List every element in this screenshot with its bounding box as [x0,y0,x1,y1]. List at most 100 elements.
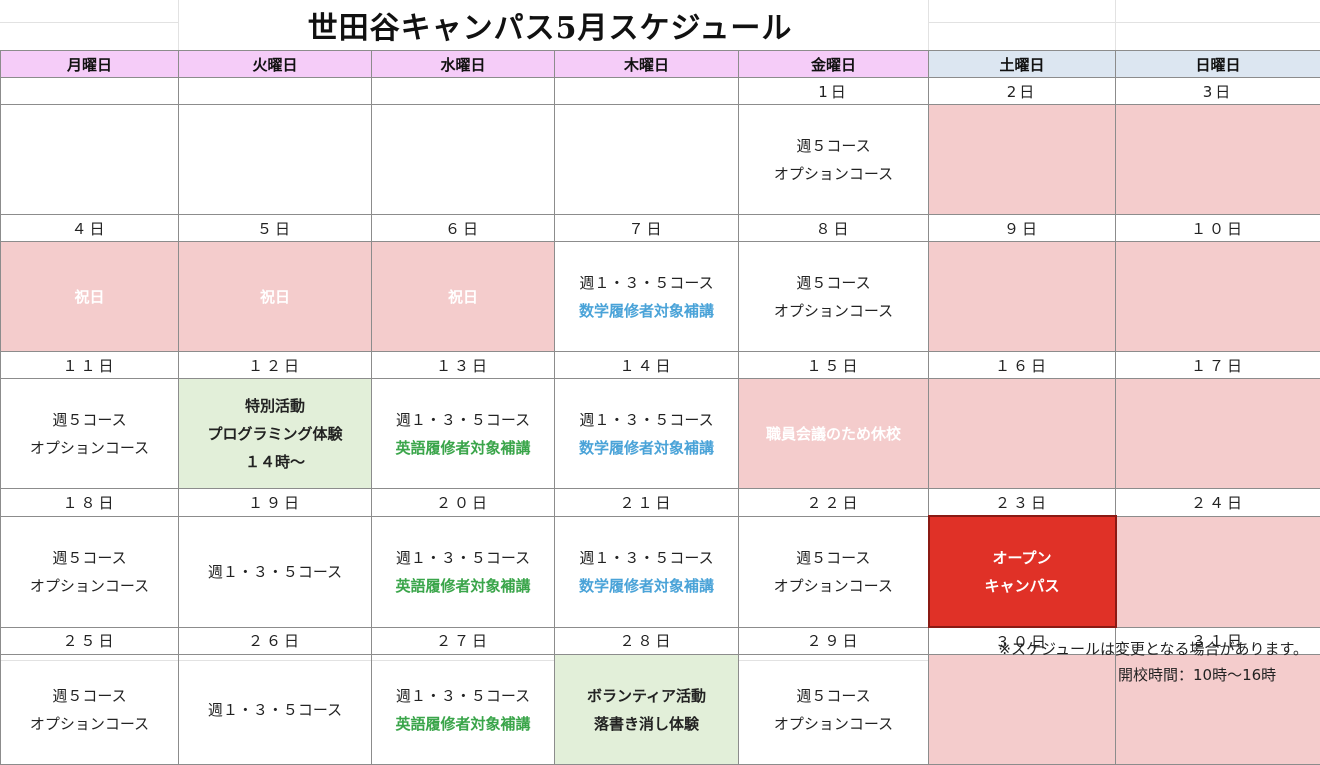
schedule-entry: 週１・３・５コース [179,558,371,586]
schedule-cell[interactable]: 週５コースオプションコース [739,516,929,627]
schedule-entry: 祝日 [179,283,371,311]
date-cell[interactable]: １０日 [1116,215,1320,242]
date-cell[interactable]: １３日 [372,352,555,379]
date-cell[interactable]: １８日 [1,489,179,517]
schedule-cell[interactable]: 職員会議のため休校 [739,379,929,489]
weekday-header: 土曜日 [929,51,1116,78]
schedule-cell[interactable] [929,655,1116,765]
schedule-row: 週５コースオプションコース [1,105,1320,215]
date-cell[interactable]: 3日 [1116,78,1320,105]
schedule-cell[interactable] [929,242,1116,352]
schedule-cell[interactable]: 週５コースオプションコース [739,655,929,765]
schedule-row: 週５コースオプションコース週１・３・５コース週１・３・５コース英語履修者対象補講… [1,516,1320,627]
schedule-entry: 週１・３・５コース [372,406,554,434]
schedule-cell[interactable]: 週１・３・５コース [179,655,372,765]
schedule-entry: 週１・３・５コース [179,696,371,724]
schedule-entry: 週１・３・５コース [555,406,738,434]
schedule-cell[interactable] [1116,242,1320,352]
date-cell[interactable]: ７日 [555,215,739,242]
schedule-cell[interactable] [555,105,739,215]
date-cell[interactable]: ２５日 [1,627,179,655]
date-cell[interactable]: １５日 [739,352,929,379]
date-cell[interactable]: 1日 [739,78,929,105]
schedule-cell[interactable]: 週５コースオプションコース [1,379,179,489]
schedule-cell[interactable]: 祝日 [1,242,179,352]
schedule-cell[interactable]: 週５コースオプションコース [739,242,929,352]
schedule-entry: 職員会議のため休校 [739,420,928,448]
date-cell[interactable]: ２１日 [555,489,739,517]
schedule-cell[interactable]: 週５コースオプションコース [1,516,179,627]
schedule-cell[interactable]: 週１・３・５コース英語履修者対象補講 [372,379,555,489]
schedule-entry: 英語履修者対象補講 [372,572,554,600]
date-cell[interactable]: ２６日 [179,627,372,655]
schedule-cell[interactable]: 週１・３・５コース数学履修者対象補講 [555,379,739,489]
date-cell[interactable]: １７日 [1116,352,1320,379]
schedule-cell[interactable]: 週１・３・５コース数学履修者対象補講 [555,516,739,627]
schedule-cell[interactable] [1116,105,1320,215]
date-cell[interactable]: ２２日 [739,489,929,517]
weekday-header: 日曜日 [1116,51,1320,78]
date-cell[interactable]: ２８日 [555,627,739,655]
schedule-row: 祝日祝日祝日週１・３・５コース数学履修者対象補講週５コースオプションコース [1,242,1320,352]
date-cell[interactable] [1,78,179,105]
schedule-cell[interactable] [179,105,372,215]
schedule-entry: オプションコース [739,572,928,600]
schedule-cell[interactable] [929,379,1116,489]
schedule-cell[interactable]: 週１・３・５コース英語履修者対象補講 [372,655,555,765]
schedule-entry: オプションコース [739,710,928,738]
schedule-entry: 落書き消し体験 [555,710,738,738]
date-cell[interactable] [179,78,372,105]
schedule-cell[interactable]: ボランティア活動落書き消し体験 [555,655,739,765]
date-cell[interactable]: １２日 [179,352,372,379]
date-cell[interactable]: ２０日 [372,489,555,517]
schedule-entry: オプションコース [739,160,928,188]
schedule-cell[interactable] [1116,379,1320,489]
date-cell[interactable]: 2日 [929,78,1116,105]
schedule-cell[interactable] [1116,516,1320,627]
opening-hours: 開校時間：10時～16時 [1118,664,1276,685]
date-cell[interactable]: ２３日 [929,489,1116,517]
weekday-header: 木曜日 [555,51,739,78]
title-row: 世田谷キャンパス5月スケジュール [0,0,1320,50]
date-cell[interactable]: ９日 [929,215,1116,242]
schedule-entry: 英語履修者対象補講 [372,434,554,462]
schedule-entry: 祝日 [372,283,554,311]
schedule-entry: プログラミング体験 [179,420,371,448]
schedule-cell[interactable]: 祝日 [179,242,372,352]
schedule-cell[interactable]: 週１・３・５コース数学履修者対象補講 [555,242,739,352]
schedule-cell[interactable]: 週５コースオプションコース [1,655,179,765]
schedule-cell[interactable] [1,105,179,215]
date-cell[interactable]: １１日 [1,352,179,379]
date-cell[interactable]: ４日 [1,215,179,242]
schedule-entry: 週１・３・５コース [555,544,738,572]
date-cell[interactable]: １６日 [929,352,1116,379]
date-cell[interactable]: ５日 [179,215,372,242]
schedule-cell[interactable] [372,105,555,215]
schedule-cell[interactable]: 週１・３・５コース英語履修者対象補講 [372,516,555,627]
date-cell[interactable] [372,78,555,105]
weekday-header-row: 月曜日火曜日水曜日木曜日金曜日土曜日日曜日 [1,51,1320,78]
date-cell[interactable]: １４日 [555,352,739,379]
schedule-entry: 特別活動 [179,392,371,420]
page-title: 世田谷キャンパス5月スケジュール [0,3,1100,47]
date-cell[interactable]: ６日 [372,215,555,242]
schedule-cell[interactable]: 週５コースオプションコース [739,105,929,215]
date-cell[interactable]: ２４日 [1116,489,1320,517]
schedule-cell[interactable]: 週１・３・５コース [179,516,372,627]
schedule-entry: オプションコース [1,710,178,738]
schedule-cell[interactable]: 祝日 [372,242,555,352]
date-cell[interactable]: ２７日 [372,627,555,655]
date-cell[interactable]: ８日 [739,215,929,242]
date-cell[interactable]: ２９日 [739,627,929,655]
schedule-cell[interactable] [929,105,1116,215]
schedule-cell[interactable]: オープンキャンパス [929,516,1116,627]
weekday-header: 水曜日 [372,51,555,78]
date-cell[interactable]: １９日 [179,489,372,517]
date-cell[interactable] [555,78,739,105]
schedule-entry: 週１・３・５コース [555,269,738,297]
